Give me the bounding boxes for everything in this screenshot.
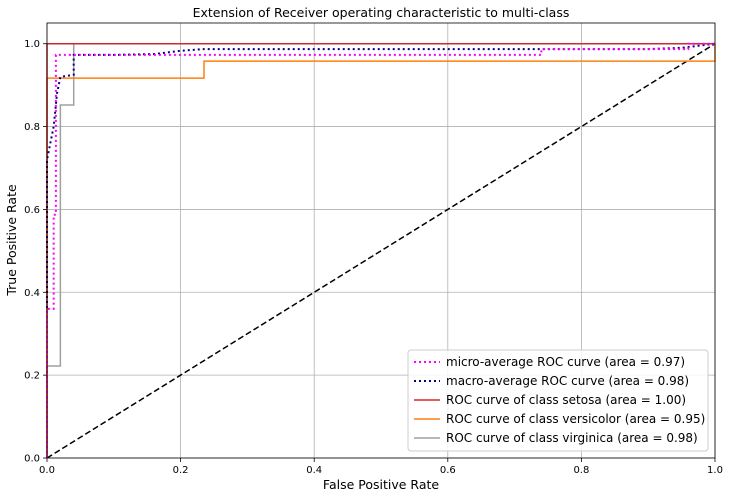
legend-box: [407, 349, 709, 452]
chart-title: Extension of Receiver operating characte…: [193, 5, 570, 20]
y-axis-label: True Positive Rate: [4, 184, 19, 297]
legend: micro-average ROC curve (area = 0.97) mac…: [407, 349, 709, 452]
y-tick-label: 0.8: [24, 122, 40, 133]
series-line-0: [46, 42, 715, 458]
x-tick-label: 1.0: [707, 465, 723, 476]
legend-entry-label: ROC curve of class virginica (area = 0.9…: [446, 431, 698, 445]
y-tick-label: 0.4: [24, 288, 40, 299]
grid: [46, 23, 716, 459]
x-tick-label: 0.8: [573, 465, 589, 476]
legend-entry-label: ROC curve of class setosa (area = 1.00): [446, 393, 686, 407]
x-tick-label: 0.4: [306, 465, 322, 476]
x-tick-label: 0.2: [173, 465, 189, 476]
x-axis-label: False Positive Rate: [323, 477, 439, 492]
legend-entry-label: ROC curve of class versicolor (area = 0.…: [446, 412, 705, 426]
y-tick-label: 1.0: [24, 39, 40, 50]
plot-frame: [46, 22, 716, 459]
series-line-5: [46, 43, 716, 459]
x-tick-label: 0.0: [39, 465, 55, 476]
y-tick-label: 0.0: [24, 454, 40, 465]
legend-entry-label: micro-average ROC curve (area = 0.97): [446, 355, 685, 369]
legend-entry-label: macro-average ROC curve (area = 0.98): [446, 374, 689, 388]
axis-ticks: 0.0 0.2 0.4 0.6 0.8 1.0 0.0 0.2 0.4 0.6 0.8 1.0: [24, 39, 723, 476]
x-tick-label: 0.6: [440, 465, 456, 476]
y-tick-label: 0.6: [24, 205, 40, 216]
y-tick-label: 0.2: [24, 371, 40, 382]
